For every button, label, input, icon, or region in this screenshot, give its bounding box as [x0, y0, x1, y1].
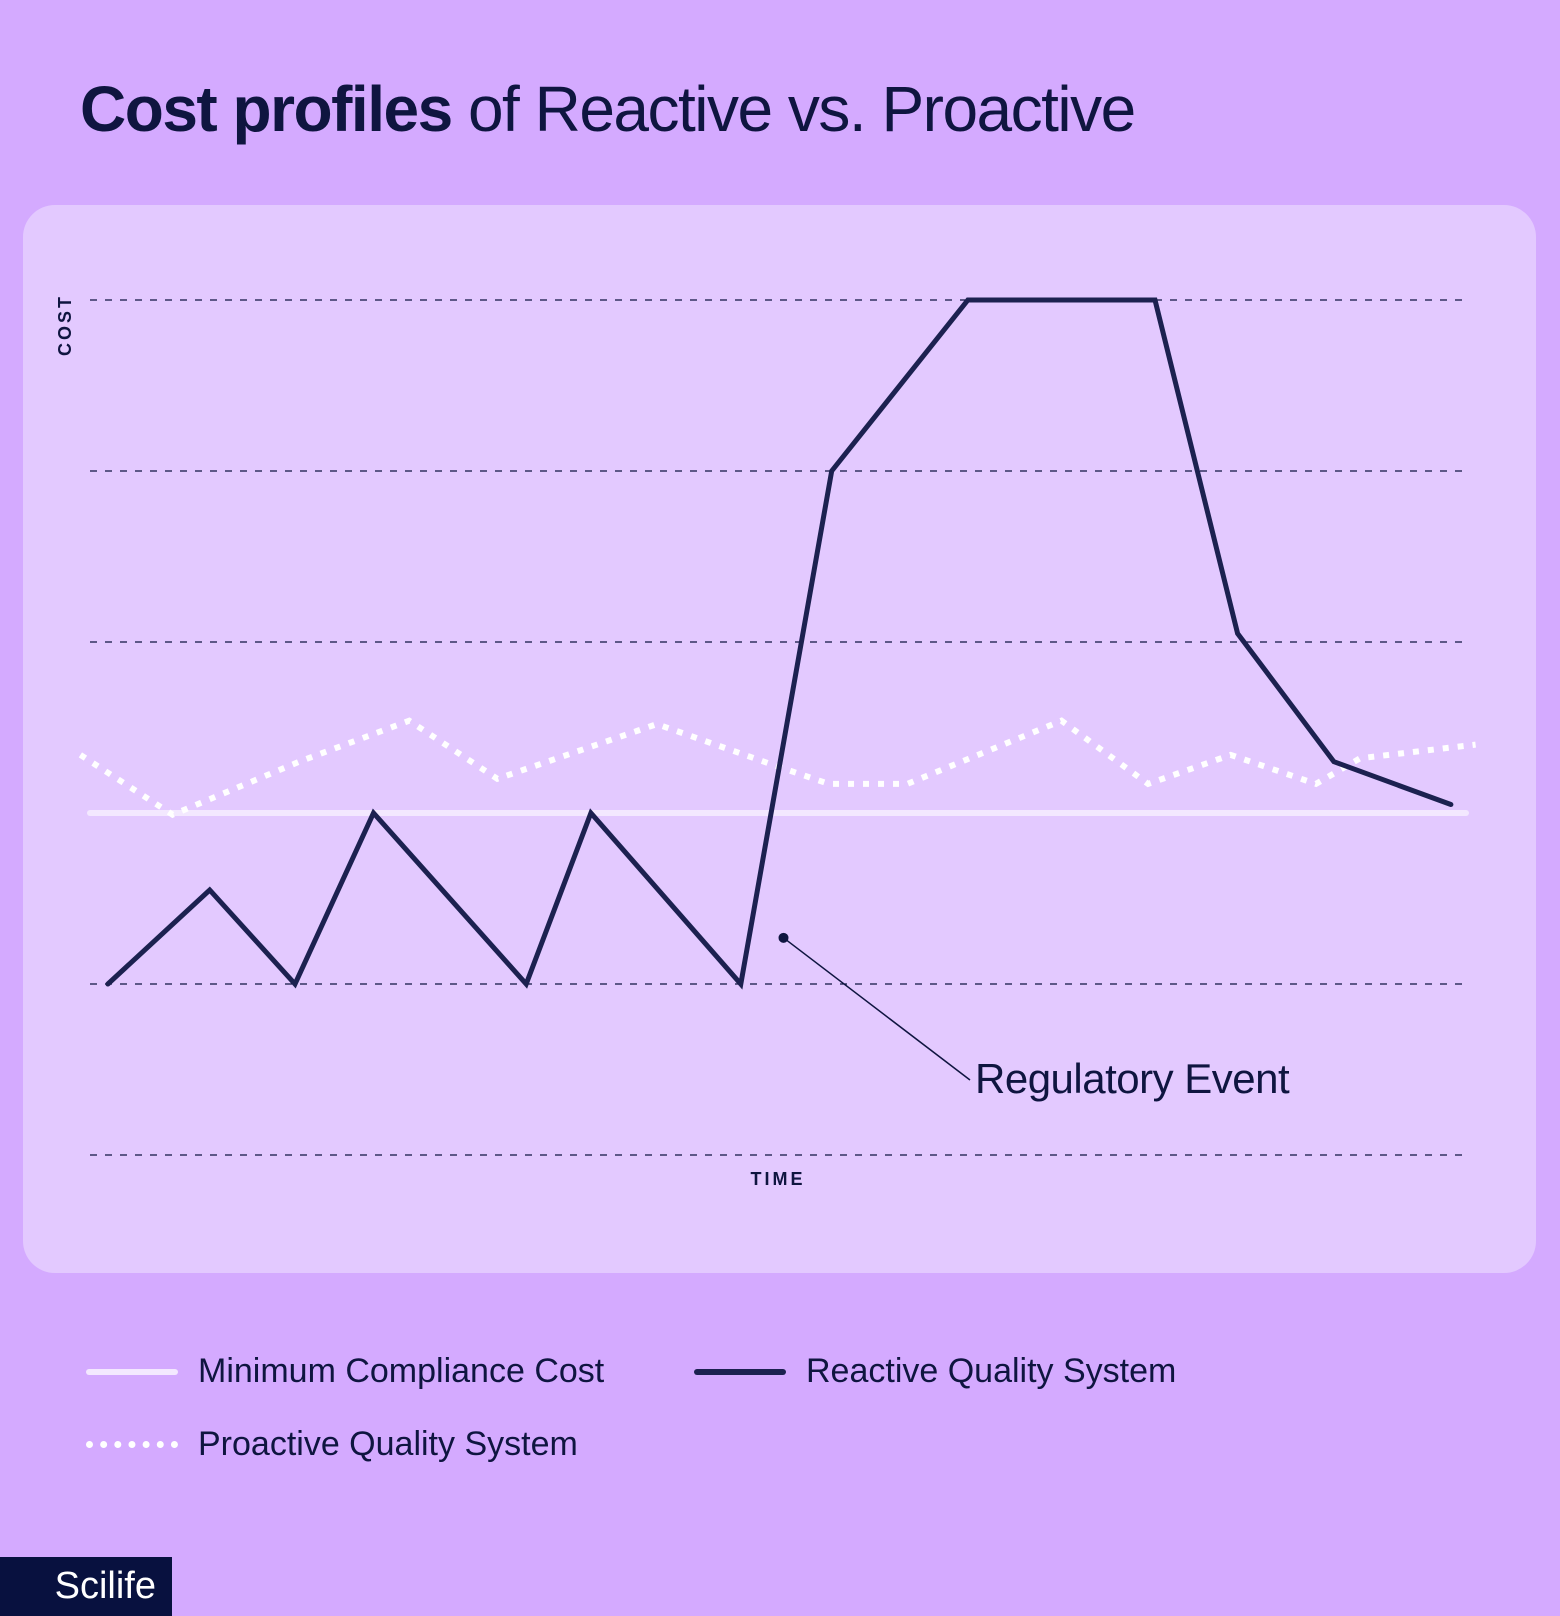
legend-swatch-proactive	[86, 1441, 178, 1448]
legend-label-minimum: Minimum Compliance Cost	[198, 1352, 605, 1390]
title-rest: of Reactive vs. Proactive	[451, 73, 1136, 145]
y-axis-label: COST	[55, 294, 75, 356]
chart-panel	[23, 205, 1536, 1273]
brand-text: Scilife	[54, 1565, 156, 1607]
chart-title: Cost profiles of Reactive vs. Proactive	[80, 72, 1136, 146]
legend-item-proactive: Proactive Quality System	[86, 1425, 578, 1464]
legend-label-reactive: Reactive Quality System	[806, 1352, 1177, 1390]
annotation-label: Regulatory Event	[975, 1055, 1290, 1102]
series-line-reactive-quality-system	[105, 297, 1454, 990]
series-line-proactive-quality-system	[78, 717, 1476, 819]
annotation-dot	[778, 932, 789, 943]
brand-logo: Scilife	[0, 1557, 172, 1616]
legend-item-reactive: Reactive Quality System	[694, 1352, 1176, 1391]
legend-item-minimum: Minimum Compliance Cost	[86, 1352, 604, 1391]
annotation-leader-line	[783, 937, 971, 1081]
legend-swatch-reactive	[694, 1368, 786, 1375]
title-bold: Cost profiles	[80, 73, 453, 145]
legend-label-proactive: Proactive Quality System	[198, 1425, 578, 1463]
x-axis-label: TIME	[751, 1169, 806, 1189]
legend-swatch-minimum	[86, 1368, 178, 1375]
